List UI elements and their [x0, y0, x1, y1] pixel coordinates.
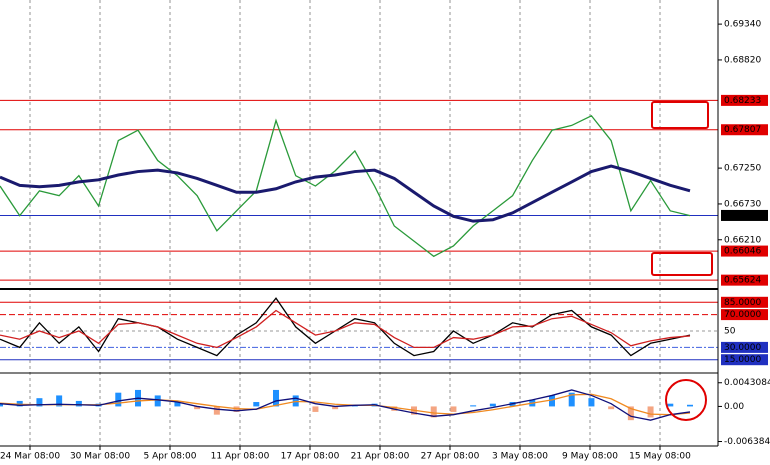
histogram-bar: [36, 398, 43, 407]
series-line: [0, 297, 691, 357]
time-label: 30 Mar 08:00: [70, 452, 130, 462]
series-line: [0, 164, 691, 223]
annotation-circle: [665, 379, 707, 421]
annotation-box: [651, 101, 709, 129]
level-label-bg: [721, 274, 768, 286]
level-label: 70.0000: [724, 310, 761, 320]
histogram-bar: [430, 406, 437, 418]
y-tick-label: 0.66730: [724, 199, 761, 209]
time-label: 3 May 08:00: [492, 452, 548, 462]
level-label: 15.0000: [724, 355, 761, 365]
grid: [0, 0, 718, 450]
histogram-bar: [115, 392, 122, 407]
histogram-bar: [470, 405, 477, 407]
level-label: 85.0000: [724, 298, 761, 308]
time-label: 11 Apr 08:00: [211, 452, 270, 462]
histogram-bar: [174, 402, 181, 407]
level-label-bg: [721, 94, 768, 106]
time-label: 24 Mar 08:00: [0, 452, 60, 462]
histogram-bar: [75, 400, 82, 407]
time-label: 21 Apr 08:00: [351, 452, 410, 462]
y-tick-label: 0.66210: [724, 235, 761, 245]
histogram-bar: [0, 403, 3, 407]
time-label: 9 May 08:00: [562, 452, 618, 462]
y-tick-label: 0.67250: [724, 164, 761, 174]
level-label-bg: [721, 296, 768, 308]
level-label-bg: [721, 124, 768, 136]
plot: [0, 114, 693, 421]
histogram-bar: [332, 406, 339, 410]
level-label: 0.66563: [724, 211, 761, 221]
histogram-bar: [549, 395, 555, 407]
histogram-bar: [687, 404, 693, 407]
level-label-bg: [721, 309, 768, 321]
level-label-bg: [721, 209, 768, 221]
level-label-bg: [721, 341, 768, 353]
series-line: [0, 114, 691, 258]
level-label: 0.68233: [724, 96, 761, 106]
histogram-bar: [312, 406, 319, 412]
histogram-bar: [213, 406, 220, 415]
histogram-bar: [667, 403, 674, 407]
y-tick-label: 0.0043084: [724, 378, 770, 388]
histogram-bar: [450, 406, 457, 412]
y-tick-label: 0.68820: [724, 55, 761, 65]
histogram-bar: [273, 389, 279, 407]
histogram-bar: [194, 406, 201, 410]
time-label: 27 Apr 08:00: [421, 452, 480, 462]
time-label: 17 Apr 08:00: [281, 452, 340, 462]
histogram-bar: [647, 406, 654, 418]
y-tick-label: -0.0063849: [724, 437, 770, 447]
histogram-bar: [253, 402, 260, 407]
level-label-bg: [721, 354, 768, 366]
level-label: 30.0000: [724, 343, 761, 353]
time-label: 15 May 08:00: [629, 452, 691, 462]
time-label: 5 Apr 08:00: [144, 452, 197, 462]
level-label: 0.66046: [724, 247, 761, 257]
histogram-bar: [154, 395, 161, 407]
level-label: 0.67807: [724, 125, 761, 135]
histogram-bar: [588, 398, 595, 407]
histogram-bar: [627, 406, 634, 421]
annotation-box: [651, 252, 713, 276]
histogram-bar: [568, 392, 575, 407]
series-line: [0, 309, 691, 349]
level-label: 50: [724, 327, 736, 337]
level-label: 0.65624: [724, 276, 761, 286]
histogram-bar: [56, 395, 63, 407]
series-line: [0, 389, 691, 421]
histogram-bar: [608, 406, 615, 410]
y-tick-label: 0.00: [724, 402, 744, 412]
series-line: [0, 393, 691, 416]
histogram-bar: [489, 403, 496, 407]
level-label-bg: [721, 245, 768, 257]
y-tick-label: 0.69340: [724, 20, 761, 30]
